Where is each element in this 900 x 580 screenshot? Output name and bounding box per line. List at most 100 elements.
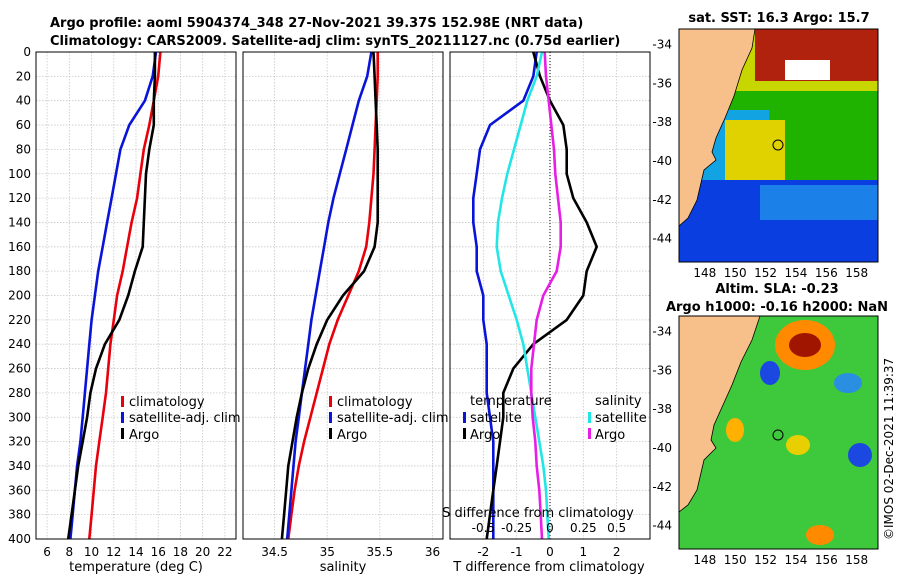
difference-frame <box>449 51 651 540</box>
title-line-1: Argo profile: aoml 5904374_348 27-Nov-20… <box>50 16 583 31</box>
temperature-xlabel: temperature (deg C) <box>69 560 203 575</box>
depth-tick-label: 160 <box>8 240 31 254</box>
sla-lon-ticks: 148 150 152 154 156 158 <box>693 553 868 567</box>
sla-high-eddy-core <box>789 333 821 357</box>
lon-tick-label: 150 <box>724 266 747 280</box>
s-tick-label: 0 <box>546 521 554 535</box>
legend-argo-swatch <box>121 428 124 439</box>
lon-tick-label: 148 <box>693 553 716 567</box>
x-tick-label: 0 <box>546 545 554 559</box>
sla-low-eddy-3 <box>848 443 872 467</box>
lat-tick-label: -38 <box>652 115 672 129</box>
lat-tick-label: -36 <box>652 363 672 377</box>
lat-tick-label: -36 <box>652 76 672 90</box>
sst-frame <box>678 28 879 263</box>
s-difference-label: S difference from climatology <box>442 506 634 521</box>
lon-tick-label: 148 <box>693 266 716 280</box>
sla-high-eddy-2 <box>726 418 744 442</box>
legend-temp-argo-swatch <box>463 428 466 439</box>
salinity-panel: 34.5 35 35.5 36 salinity climatology satell… <box>242 51 449 575</box>
salinity-xlabel: salinity <box>320 560 367 575</box>
x-tick-label: 1 <box>580 545 588 559</box>
x-tick-label: 8 <box>66 545 74 559</box>
temperature-grid <box>36 51 236 540</box>
depth-tick-label: 380 <box>8 508 31 522</box>
credit-text: ©IMOS 02-Dec-2021 11:39:37 <box>882 358 896 540</box>
series-line-temperature-argo <box>485 51 599 540</box>
s-tick-label: 0.5 <box>607 521 626 535</box>
depth-tick-labels: 0 20 40 60 80 100 120 140 160 180 200 220 240 260 280 3… <box>8 45 31 546</box>
lat-tick-label: -42 <box>652 193 672 207</box>
x-tick-label: 16 <box>151 545 166 559</box>
legend-satellite-label: satellite-adj. clim <box>337 411 449 426</box>
legend-sal-argo-swatch <box>588 428 591 439</box>
depth-tick-label: 100 <box>8 167 31 181</box>
sst-map-title: sat. SST: 16.3 Argo: 15.7 <box>688 11 869 26</box>
sla-lat-ticks: -34 -36 -38 -40 -42 -44 <box>652 325 672 533</box>
s-difference-tick-labels: -0.5 -0.25 0 0.25 0.5 <box>472 521 627 535</box>
x-tick-label: -1 <box>511 545 523 559</box>
legend-temp-satellite-swatch <box>463 412 466 423</box>
depth-tick-label: 220 <box>8 313 31 327</box>
lat-tick-label: -40 <box>652 154 672 168</box>
difference-panel: -2 -1 0 1 2 T difference from climatology S … <box>442 51 651 575</box>
lat-tick-label: -40 <box>652 441 672 455</box>
lat-tick-label: -34 <box>652 38 672 52</box>
sla-land <box>679 316 761 513</box>
series-line-satellite-adj-clim <box>69 51 158 540</box>
legend-climatology-swatch <box>121 396 124 407</box>
legend-temperature-title: temperature <box>470 394 552 409</box>
legend-sal-argo-label: Argo <box>595 428 625 443</box>
sst-land <box>679 29 756 227</box>
s-tick-label: -0.5 <box>472 521 495 535</box>
sst-map: sat. SST: 16.3 Argo: 15.7 -34 -36 -38 -40 -4… <box>652 11 879 280</box>
series-line-salinity-argo <box>529 51 563 540</box>
depth-tick-label: 360 <box>8 483 31 497</box>
legend-satellite-swatch <box>121 412 124 423</box>
sla-frame <box>678 315 879 550</box>
depth-tick-label: 300 <box>8 410 31 424</box>
salinity-legend: climatology satellite-adj. clim Argo <box>329 395 449 443</box>
title-line-2: Climatology: CARS2009. Satellite-adj cli… <box>50 34 620 49</box>
x-tick-label: 20 <box>195 545 210 559</box>
lat-tick-label: -44 <box>652 519 672 533</box>
depth-tick-label: 240 <box>8 337 31 351</box>
depth-tick-label: 120 <box>8 191 31 205</box>
depth-tick-label: 260 <box>8 362 31 376</box>
temperature-lines <box>66 51 162 540</box>
sla-map-field <box>679 316 878 549</box>
series-line-temperature-satellite <box>471 51 538 539</box>
legend-salinity-title: salinity <box>595 394 642 409</box>
series-line-argo <box>66 52 157 540</box>
depth-tick-label: 60 <box>16 118 31 132</box>
series-line-argo <box>280 51 380 540</box>
depth-tick-label: 180 <box>8 264 31 278</box>
sst-cool-band <box>760 185 878 220</box>
x-tick-label: 35.5 <box>366 545 393 559</box>
x-tick-label: 36 <box>425 545 440 559</box>
x-tick-label: 14 <box>128 545 143 559</box>
x-tick-label: 22 <box>217 545 232 559</box>
depth-tick-label: 340 <box>8 459 31 473</box>
temperature-frame <box>35 51 237 540</box>
lat-tick-label: -42 <box>652 480 672 494</box>
difference-lines <box>471 51 599 540</box>
series-line-climatology <box>88 51 162 540</box>
legend-climatology-swatch <box>329 396 332 407</box>
t-difference-tick-labels: -2 -1 0 1 2 <box>477 545 620 559</box>
x-tick-label: 34.5 <box>261 545 288 559</box>
sla-high-eddy-4 <box>806 525 834 545</box>
sst-lat-ticks: -34 -36 -38 -40 -42 -44 <box>652 38 672 246</box>
depth-tick-label: 20 <box>16 69 31 83</box>
sla-map-title-1: Altim. SLA: -0.23 <box>715 282 838 297</box>
sla-high-eddy-3 <box>786 435 810 455</box>
x-tick-label: -2 <box>477 545 489 559</box>
s-tick-label: 0.25 <box>570 521 597 535</box>
lon-tick-label: 158 <box>845 266 868 280</box>
sla-map: Altim. SLA: -0.23 Argo h1000: -0.16 h200… <box>652 282 888 567</box>
lon-tick-label: 152 <box>754 266 777 280</box>
depth-tick-label: 80 <box>16 142 31 156</box>
legend-climatology-label: climatology <box>129 395 205 410</box>
lon-tick-label: 150 <box>724 553 747 567</box>
